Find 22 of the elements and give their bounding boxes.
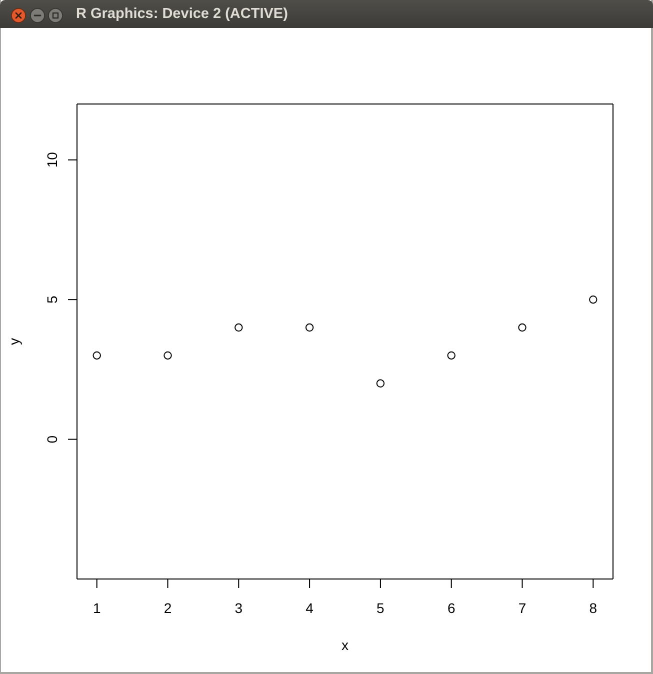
x-tick-label: 1 xyxy=(92,600,101,616)
point xyxy=(447,351,456,360)
y-tick-label: 10 xyxy=(44,152,60,168)
x-tick-label: 5 xyxy=(376,600,385,616)
x-tick-label: 8 xyxy=(589,600,598,616)
y-axis-title: y xyxy=(6,338,22,345)
point xyxy=(234,323,243,332)
y-tick-label: 5 xyxy=(44,295,60,304)
x-tick-label: 2 xyxy=(164,600,172,616)
x-axis-title: x xyxy=(342,637,348,653)
title-bar: R Graphics: Device 2 (ACTIVE) xyxy=(0,0,653,28)
y-tick-label: 0 xyxy=(44,435,60,444)
x-tick-label: 3 xyxy=(234,600,243,616)
point xyxy=(164,351,172,360)
point xyxy=(92,351,101,360)
point xyxy=(589,295,598,304)
x-tick-label: 6 xyxy=(447,600,456,616)
x-tick-label: 4 xyxy=(306,600,314,616)
x-tick-label: 7 xyxy=(518,600,526,616)
point xyxy=(305,323,314,332)
point xyxy=(376,379,385,388)
point xyxy=(518,323,526,332)
